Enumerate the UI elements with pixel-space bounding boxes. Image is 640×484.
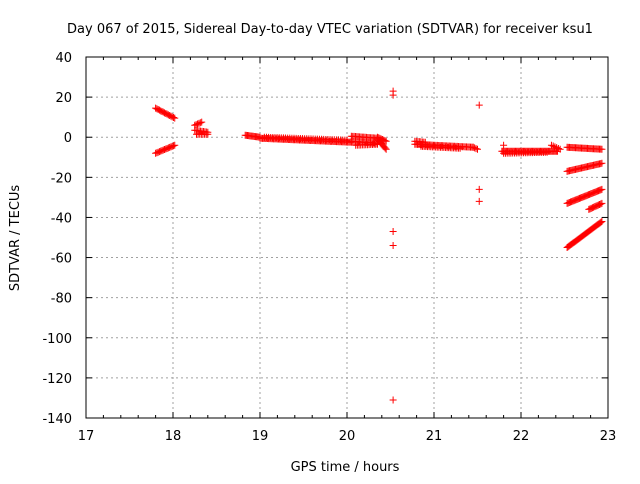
data-point bbox=[474, 145, 481, 153]
data-point bbox=[171, 114, 179, 122]
data-point bbox=[381, 137, 389, 145]
x-tick-label: 20 bbox=[339, 429, 356, 444]
data-point bbox=[549, 142, 557, 150]
x-tick-label: 17 bbox=[78, 429, 95, 444]
data-point bbox=[382, 137, 390, 145]
y-tick-label: -140 bbox=[42, 412, 72, 427]
data-point bbox=[204, 130, 212, 138]
data-point bbox=[171, 141, 179, 149]
data-point bbox=[547, 141, 555, 149]
data-point bbox=[169, 114, 177, 122]
data-point bbox=[554, 144, 562, 152]
y-tick-label: -40 bbox=[51, 211, 72, 226]
data-point bbox=[381, 144, 389, 152]
data-point bbox=[553, 144, 561, 152]
y-tick-label: 20 bbox=[55, 91, 72, 106]
y-tick-label: -100 bbox=[42, 332, 72, 347]
tick-labels: 17 18 19 20 21 22 23 40 20 0 -20 -40 -60 -80 -100 -120 -… bbox=[42, 51, 616, 444]
data-point bbox=[469, 143, 477, 151]
x-tick-label: 21 bbox=[426, 429, 443, 444]
data-point bbox=[389, 396, 397, 404]
data-point bbox=[500, 141, 508, 149]
data-point bbox=[389, 91, 397, 99]
data-point bbox=[389, 242, 397, 250]
data-point bbox=[543, 148, 551, 156]
data-point bbox=[598, 159, 606, 167]
x-tick-label: 23 bbox=[600, 429, 617, 444]
y-tick-label: -80 bbox=[51, 292, 72, 307]
data-point bbox=[475, 197, 483, 205]
data-point bbox=[196, 119, 204, 127]
y-tick-label: -20 bbox=[51, 171, 72, 186]
y-axis-label: SDTVAR / TECUs bbox=[8, 185, 23, 292]
plot-frame bbox=[85, 56, 609, 419]
data-point bbox=[475, 101, 483, 109]
data-point bbox=[472, 145, 480, 153]
grid-lines bbox=[86, 57, 608, 418]
y-tick-label: -120 bbox=[42, 372, 72, 387]
y-tick-label: -60 bbox=[51, 252, 72, 267]
x-tick-label: 19 bbox=[252, 429, 269, 444]
data-point bbox=[598, 199, 606, 207]
data-point bbox=[598, 185, 606, 193]
data-points bbox=[152, 87, 606, 404]
data-point bbox=[471, 144, 479, 152]
data-point bbox=[598, 217, 606, 225]
y-tick-label: 0 bbox=[64, 131, 72, 146]
data-point bbox=[475, 185, 483, 193]
chart-title: Day 067 of 2015, Sidereal Day-to-day VTE… bbox=[67, 22, 593, 37]
y-tick-label: 40 bbox=[55, 51, 72, 66]
axes bbox=[85, 56, 609, 419]
data-point bbox=[598, 145, 606, 153]
data-point bbox=[597, 200, 605, 208]
data-point bbox=[169, 142, 177, 150]
data-point bbox=[456, 144, 464, 152]
data-point bbox=[343, 136, 351, 144]
data-point bbox=[597, 218, 605, 226]
data-point bbox=[198, 118, 206, 126]
data-point bbox=[556, 145, 564, 153]
data-point bbox=[551, 143, 559, 151]
x-tick-label: 22 bbox=[513, 429, 530, 444]
x-tick-label: 18 bbox=[165, 429, 182, 444]
x-axis-label: GPS time / hours bbox=[291, 460, 400, 475]
data-point bbox=[389, 227, 397, 235]
data-point bbox=[382, 145, 390, 153]
